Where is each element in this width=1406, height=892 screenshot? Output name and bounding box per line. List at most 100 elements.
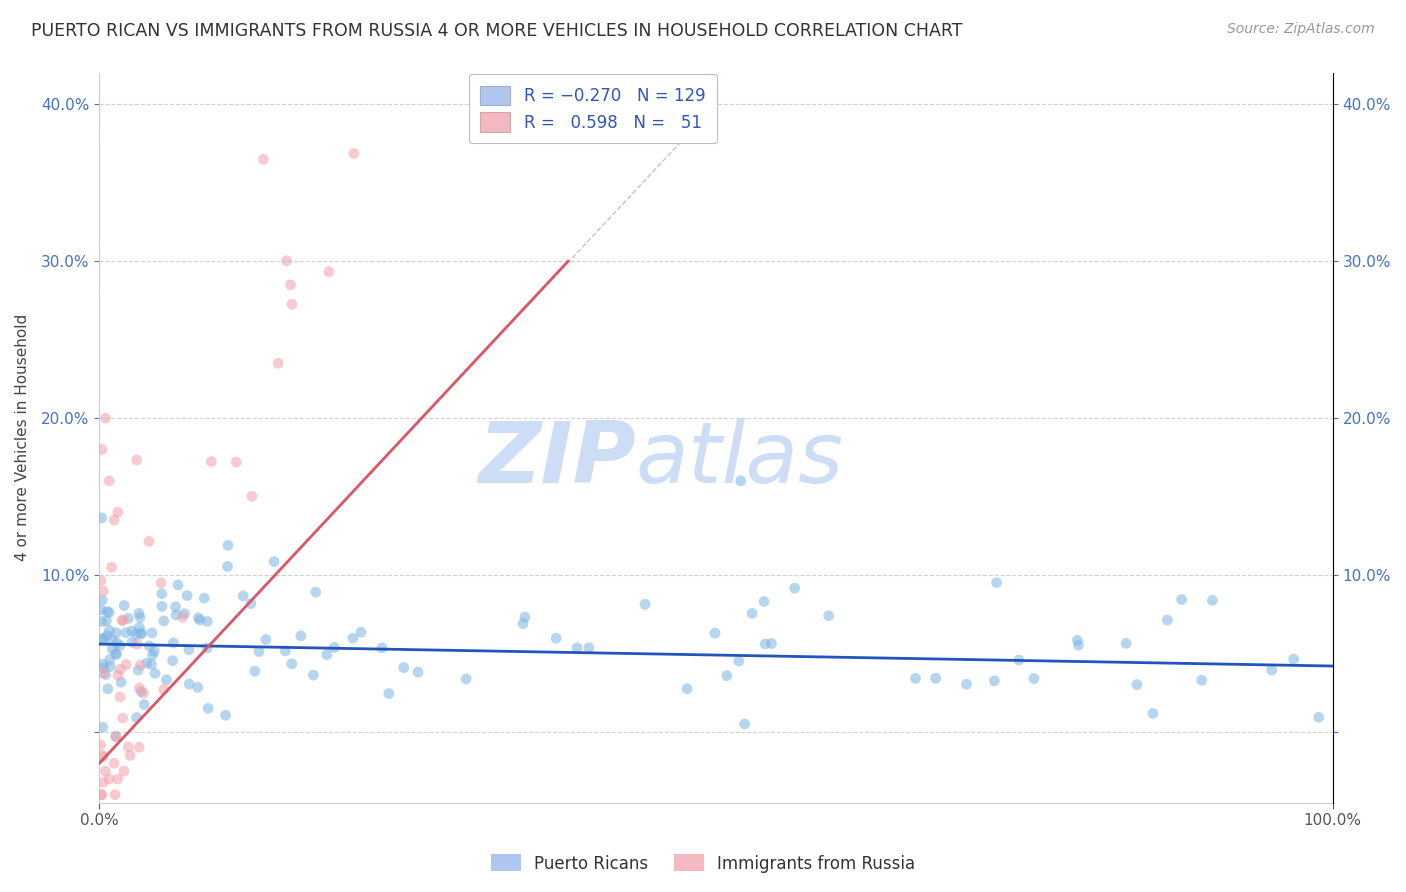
- Point: [276, 253, 298, 268]
- Point: [512, 616, 534, 631]
- Point: [127, 637, 149, 651]
- Point: [97, 681, 120, 696]
- Point: [783, 581, 806, 595]
- Point: [986, 575, 1008, 590]
- Point: [1008, 653, 1031, 667]
- Point: [98, 606, 121, 620]
- Point: [734, 717, 756, 731]
- Point: [107, 772, 129, 786]
- Point: [91, 584, 114, 599]
- Point: [91, 666, 114, 681]
- Point: [105, 636, 128, 650]
- Point: [129, 610, 152, 624]
- Point: [110, 675, 132, 690]
- Point: [378, 686, 401, 700]
- Point: [162, 654, 184, 668]
- Point: [155, 673, 177, 687]
- Point: [91, 720, 114, 734]
- Point: [131, 626, 153, 640]
- Point: [305, 585, 328, 599]
- Point: [406, 665, 429, 679]
- Point: [108, 690, 131, 704]
- Point: [1126, 677, 1149, 691]
- Point: [138, 534, 160, 549]
- Point: [280, 277, 302, 292]
- Point: [96, 605, 118, 619]
- Point: [162, 636, 184, 650]
- Point: [150, 599, 173, 614]
- Point: [128, 606, 150, 620]
- Point: [176, 589, 198, 603]
- Point: [197, 701, 219, 715]
- Point: [741, 607, 763, 621]
- Point: [93, 661, 115, 675]
- Point: [115, 657, 138, 672]
- Point: [90, 603, 112, 617]
- Point: [103, 756, 125, 771]
- Point: [280, 657, 302, 671]
- Point: [129, 658, 152, 673]
- Point: [924, 671, 946, 685]
- Point: [727, 654, 749, 668]
- Point: [392, 660, 415, 674]
- Point: [94, 667, 117, 681]
- Point: [90, 788, 112, 802]
- Point: [96, 629, 118, 643]
- Point: [217, 559, 239, 574]
- Point: [104, 647, 127, 661]
- Point: [127, 663, 149, 677]
- Point: [232, 589, 254, 603]
- Point: [214, 708, 236, 723]
- Point: [193, 591, 215, 606]
- Point: [634, 597, 657, 611]
- Point: [129, 627, 152, 641]
- Point: [274, 644, 297, 658]
- Point: [165, 599, 187, 614]
- Legend: R = −0.270   N = 129, R =   0.598   N =   51: R = −0.270 N = 129, R = 0.598 N = 51: [468, 74, 717, 144]
- Point: [817, 608, 839, 623]
- Point: [167, 578, 190, 592]
- Point: [1191, 673, 1213, 688]
- Point: [105, 625, 128, 640]
- Point: [152, 682, 174, 697]
- Point: [754, 637, 776, 651]
- Point: [104, 729, 127, 743]
- Point: [125, 453, 148, 467]
- Point: [141, 657, 163, 672]
- Point: [91, 593, 114, 607]
- Point: [247, 644, 270, 658]
- Point: [565, 640, 588, 655]
- Point: [290, 629, 312, 643]
- Point: [125, 710, 148, 724]
- Text: ZIP: ZIP: [478, 418, 636, 501]
- Point: [104, 788, 127, 802]
- Text: PUERTO RICAN VS IMMIGRANTS FROM RUSSIA 4 OR MORE VEHICLES IN HOUSEHOLD CORRELATI: PUERTO RICAN VS IMMIGRANTS FROM RUSSIA 4…: [31, 22, 963, 40]
- Point: [761, 636, 783, 650]
- Point: [456, 672, 478, 686]
- Point: [103, 513, 125, 527]
- Point: [121, 635, 143, 649]
- Point: [546, 632, 568, 646]
- Point: [91, 749, 114, 764]
- Point: [125, 627, 148, 641]
- Point: [187, 611, 209, 625]
- Point: [252, 153, 274, 167]
- Legend: Puerto Ricans, Immigrants from Russia: Puerto Ricans, Immigrants from Russia: [485, 847, 921, 880]
- Point: [1156, 613, 1178, 627]
- Point: [100, 560, 122, 574]
- Point: [240, 489, 263, 503]
- Point: [90, 511, 112, 525]
- Point: [1067, 638, 1090, 652]
- Point: [91, 657, 114, 671]
- Point: [188, 613, 211, 627]
- Point: [1170, 592, 1192, 607]
- Point: [1066, 633, 1088, 648]
- Point: [135, 656, 157, 670]
- Point: [128, 620, 150, 634]
- Point: [704, 626, 727, 640]
- Point: [96, 614, 118, 628]
- Point: [1022, 672, 1045, 686]
- Point: [676, 681, 699, 696]
- Point: [1282, 652, 1305, 666]
- Point: [955, 677, 977, 691]
